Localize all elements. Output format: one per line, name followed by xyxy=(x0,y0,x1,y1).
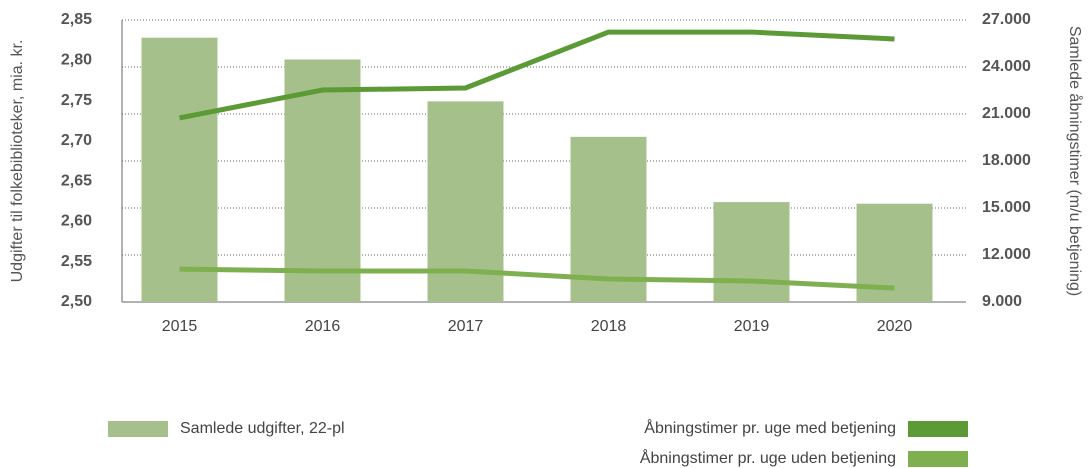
x-tick-label: 2018 xyxy=(591,318,627,335)
y2-tick-label: 27.000 xyxy=(982,11,1031,28)
y-axis-label: Udgifter til folkebiblioteker, mia. kr. xyxy=(9,40,26,283)
legend-label: Åbningstimer pr. uge uden betjening xyxy=(640,448,896,467)
bar xyxy=(141,37,218,303)
legend-swatch xyxy=(908,451,968,467)
legend-label: Samlede udgifter, 22-pl xyxy=(180,420,345,437)
y-tick-label: 2,55 xyxy=(61,253,92,270)
bar xyxy=(570,136,647,302)
x-tick-label: 2019 xyxy=(734,318,770,335)
bar xyxy=(284,59,361,303)
x-tick-label: 2017 xyxy=(448,318,484,335)
legend-swatch xyxy=(108,421,168,437)
y-tick-label: 2,50 xyxy=(61,293,92,310)
y-tick-label: 2,85 xyxy=(61,11,92,28)
legend-label: Åbningstimer pr. uge med betjening xyxy=(644,418,896,437)
y2-tick-label: 18.000 xyxy=(982,152,1031,169)
y2-axis-label: Samlede åbningstimer (m/u betjening) xyxy=(1066,26,1084,296)
y-tick-label: 2,70 xyxy=(61,132,92,149)
y-tick-label: 2,75 xyxy=(61,92,92,109)
x-tick-label: 2016 xyxy=(305,318,341,335)
y-tick-label: 2,80 xyxy=(61,52,92,69)
y2-tick-label: 21.000 xyxy=(982,105,1031,122)
y2-tick-label: 9.000 xyxy=(982,293,1022,310)
legend-swatch xyxy=(908,421,968,437)
y2-tick-label: 15.000 xyxy=(982,199,1031,216)
y2-tick-label: 12.000 xyxy=(982,246,1031,263)
x-tick-label: 2020 xyxy=(877,318,913,335)
line xyxy=(179,29,895,121)
line xyxy=(179,266,895,291)
bar xyxy=(713,202,790,302)
y-tick-label: 2,65 xyxy=(61,172,92,189)
y-tick-label: 2,60 xyxy=(61,213,92,230)
x-tick-label: 2015 xyxy=(162,318,198,335)
y2-tick-label: 24.000 xyxy=(982,58,1031,75)
